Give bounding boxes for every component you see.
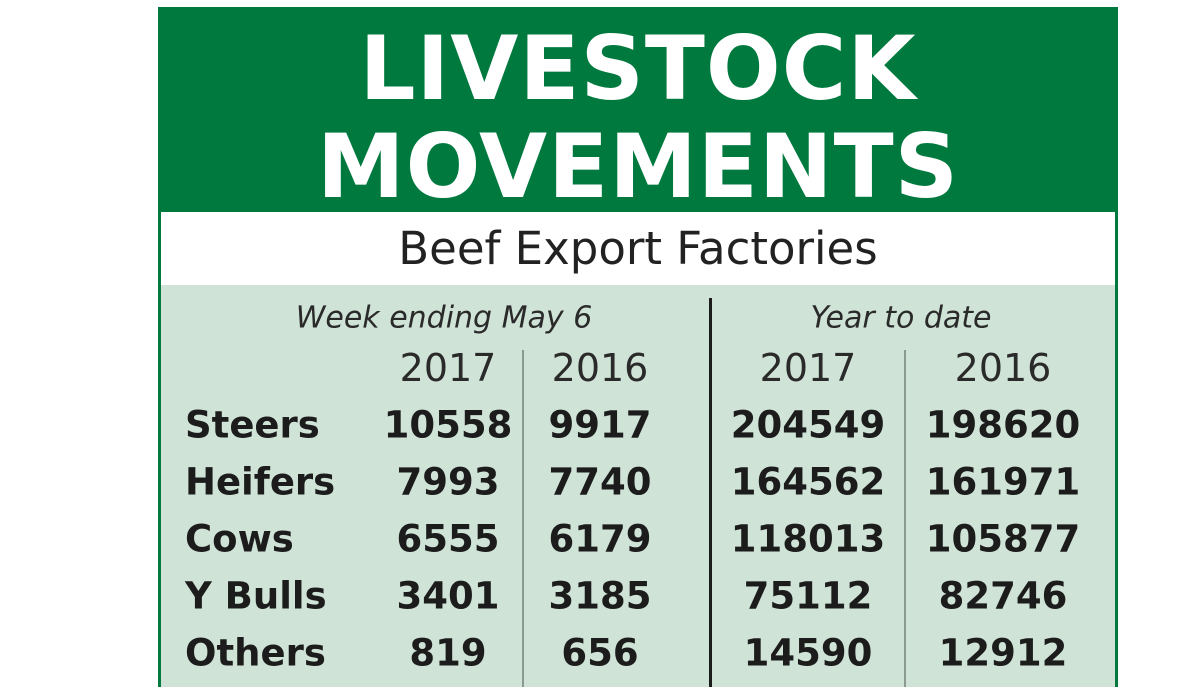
row-label: Steers [185, 403, 320, 447]
table-cell-value: 105877 [925, 517, 1081, 561]
table-cell-value: 819 [409, 631, 487, 675]
group-divider [709, 298, 712, 687]
row-label: Others [185, 631, 326, 675]
column-divider [904, 350, 906, 687]
table-cell-value: 82746 [938, 574, 1068, 618]
column-divider [522, 350, 524, 687]
column-header-year: 2016 [954, 346, 1052, 390]
title-line-1: LIVESTOCK [359, 17, 917, 120]
column-header-year: 2017 [759, 346, 857, 390]
group-header: Week ending May 6 [295, 300, 593, 336]
table-cell-value: 6179 [548, 517, 652, 561]
table-cell-value: 204549 [730, 403, 886, 447]
table-cell-value: 3401 [396, 574, 500, 618]
title-banner: LIVESTOCK MOVEMENTS [161, 7, 1115, 212]
title-line-2: MOVEMENTS [317, 115, 959, 218]
table-cell-value: 656 [561, 631, 639, 675]
table-cell-value: 118013 [730, 517, 886, 561]
table-cell-value: 14590 [743, 631, 873, 675]
row-label: Cows [185, 517, 294, 561]
table-cell-value: 12912 [938, 631, 1068, 675]
column-header-year: 2017 [399, 346, 497, 390]
livestock-table-panel: LIVESTOCK MOVEMENTS Beef Export Factorie… [158, 7, 1118, 687]
table-cell-value: 10558 [383, 403, 513, 447]
row-label: Y Bulls [185, 574, 327, 618]
table-cell-value: 7993 [396, 460, 500, 504]
table-cell-value: 6555 [396, 517, 500, 561]
table-cell-value: 3185 [548, 574, 652, 618]
table-cell-value: 164562 [730, 460, 886, 504]
table-cell-value: 161971 [925, 460, 1081, 504]
table-cell-value: 7740 [548, 460, 652, 504]
table-cell-value: 9917 [548, 403, 652, 447]
table-cell-value: 198620 [925, 403, 1081, 447]
table-cell-value: 75112 [743, 574, 873, 618]
row-label: Heifers [185, 460, 336, 504]
group-header: Year to date [810, 300, 992, 336]
column-header-year: 2016 [551, 346, 649, 390]
subtitle: Beef Export Factories [161, 212, 1115, 285]
